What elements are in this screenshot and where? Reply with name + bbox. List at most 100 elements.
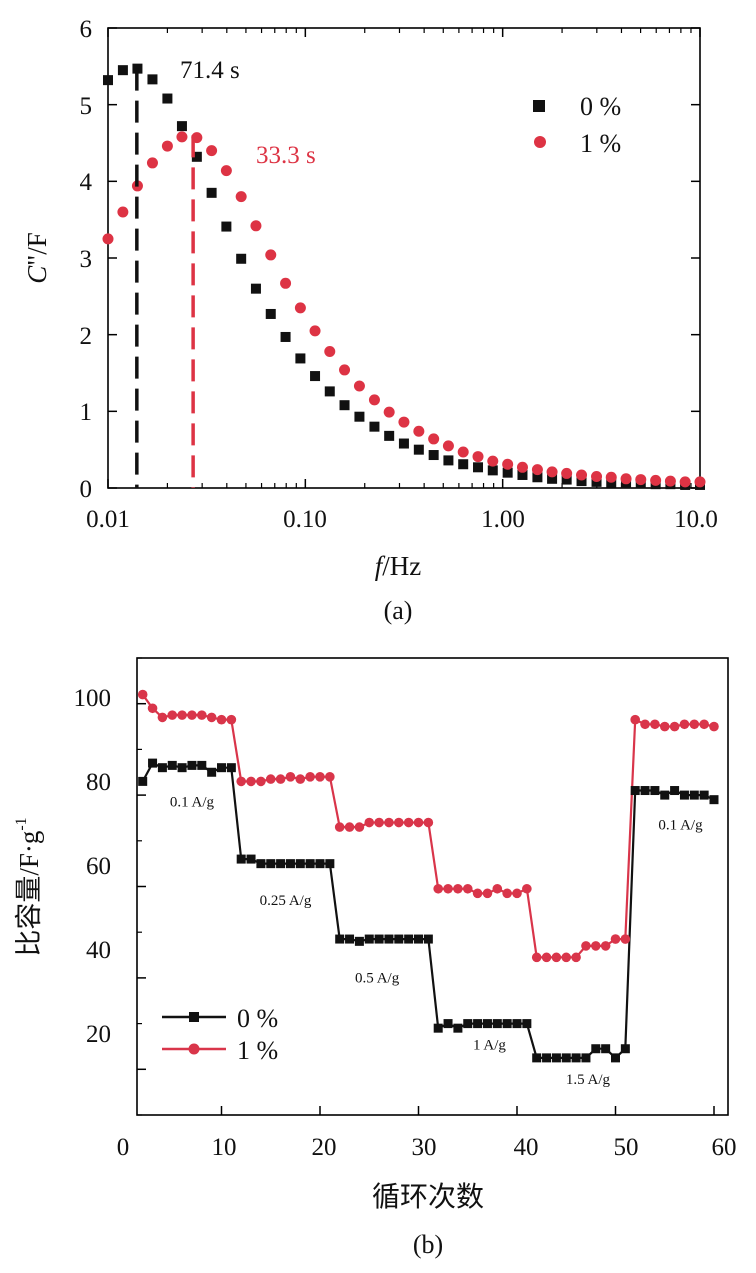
chart-b-point-0pct [404,934,414,944]
chart-b-point-1pct [325,772,335,782]
chart-b-annotation-label: 0.1 A/g [170,795,215,811]
chart-b-point-1pct [620,934,631,944]
chart-a-point-0pct [487,465,498,476]
chart-a-point-1pct [605,471,617,483]
chart-b-point-0pct [620,1044,630,1054]
chart-b-point-0pct [325,859,335,869]
chart-b-point-1pct [265,774,276,784]
chart-b-point-0pct [345,934,355,944]
chart-b-point-1pct [216,714,227,725]
chart-a-point-0pct [117,65,128,76]
chart-a-point-0pct [354,411,365,422]
chart-b-point-1pct [177,710,187,720]
chart-a-y-tick-label: 3 [80,246,93,273]
chart-b-point-1pct [167,710,178,720]
chart-b-point-1pct [531,952,542,963]
chart-b-legend-label-1pct: 1 % [237,1036,278,1065]
chart-a-point-0pct [458,459,469,470]
chart-b-point-0pct [187,760,197,770]
chart-b-point-1pct [482,888,493,899]
chart-b-annotation-label: 1.5 A/g [566,1072,611,1088]
chart-b-x-tick-label: 0 [117,1134,130,1161]
chart-b-point-0pct [443,1019,453,1029]
chart-b-point-1pct [305,772,315,782]
chart-b-point-0pct [679,790,689,800]
chart-a-ticks [107,27,701,489]
chart-b-point-0pct [138,776,148,786]
chart-a-point-1pct [442,440,454,452]
chart-a-point-1pct [146,157,158,169]
chart-b-point-0pct [522,1019,532,1029]
chart-a-point-0pct [473,462,484,473]
chart-a-x-axis-title: f/Hz [375,551,422,581]
chart-b-point-1pct [571,952,581,963]
chart-b-point-1pct [187,710,197,720]
chart-b-y-tick-labels: 20 40 60 80 100 [74,685,112,1048]
chart-b-point-0pct [305,859,315,869]
chart-b-point-1pct [364,817,375,828]
chart-b-point-0pct [561,1053,571,1063]
chart-b-point-0pct [177,763,187,773]
chart-a-point-0pct [384,430,395,441]
chart-a-point-0pct [561,474,572,485]
chart-b-point-0pct [335,934,345,944]
chart-b-point-1pct [256,776,266,787]
chart-b-x-tick-label: 40 [514,1134,539,1161]
chart-b-point-1pct [394,817,404,828]
chart-a-point-0pct [280,331,291,342]
chart-b-point-1pct [206,712,217,723]
chart-a-x-tick-label: 1.00 [481,506,525,533]
chart-b-x-tick-label: 10 [212,1134,237,1161]
chart-b-x-tick-label: 60 [712,1134,737,1161]
chart-a-point-0pct [398,438,409,449]
chart-a-point-1pct [176,131,188,143]
chart-a-annotation-33-3s: 33.3 s [256,142,316,169]
chart-a-point-0pct [413,444,424,455]
chart-b-point-0pct [512,1019,522,1029]
chart-b-point-1pct [522,883,532,894]
chart-a-point-0pct [295,353,306,364]
chart-b-caption: (b) [413,1230,443,1259]
chart-b-y-axis-title: 比容量/F·g-1 [13,817,44,956]
chart-b-annotation-label: 0.1 A/g [658,817,703,833]
chart-b-point-0pct [532,1053,542,1063]
chart-a-point-1pct [368,394,380,406]
chart-b-point-0pct [384,934,394,944]
chart-b-point-0pct [699,790,709,800]
chart-a-annotation-71-4s: 71.4 s [180,57,240,84]
chart-a-point-1pct [161,140,173,152]
chart-a-point-1pct [428,433,440,445]
chart-b-point-1pct [246,776,256,787]
chart-a-point-1pct [650,474,662,486]
chart-a-point-0pct [339,400,350,411]
chart-a-point-1pct [206,145,218,157]
chart-a-point-0pct [221,221,232,232]
chart-a-y-tick-label: 1 [80,399,93,426]
chart-a-point-0pct [103,75,113,86]
chart-b-x-tick-label: 30 [412,1134,437,1161]
chart-a-point-1pct [309,325,321,337]
chart-b-point-1pct [699,719,709,730]
chart-a-y-axis-title: C"/F [22,232,52,284]
chart-b-point-0pct [394,934,404,944]
chart-a-caption: (a) [384,596,413,625]
chart-b-point-1pct [334,822,345,832]
chart-a-point-1pct [487,455,499,467]
chart-b-y-tick-label: 20 [86,1021,111,1048]
chart-a-point-1pct [117,206,129,218]
chart-b-legend: 0 % 1 % [162,1004,278,1065]
chart-b-point-1pct [630,714,640,725]
chart-b-point-1pct [403,817,414,828]
chart-b-point-0pct [236,854,246,864]
chart-b-point-0pct [433,1023,443,1033]
chart-b-markers [137,689,719,1063]
chart-b-point-1pct [512,888,522,899]
chart-b-point-1pct [591,941,601,951]
chart-a-markers [102,63,706,490]
chart-a-x-tick-label: 10.0 [674,506,718,533]
chart-b-point-1pct [354,822,365,832]
chart-a-y-tick-label: 5 [80,93,93,120]
chart-b-point-0pct [571,1053,581,1063]
chart-b-point-0pct [591,1044,601,1054]
chart-a-point-1pct [220,165,232,177]
